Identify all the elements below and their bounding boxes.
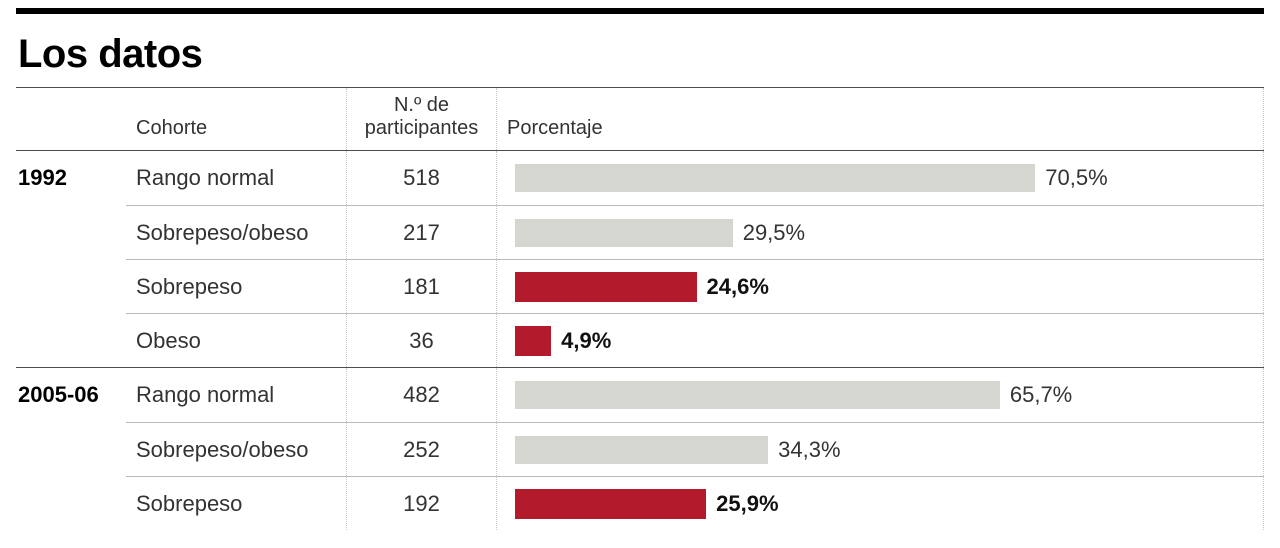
cell-n: 518 [346, 151, 496, 205]
table-row: Obeso36 4,9% [126, 313, 1264, 367]
bar-highlight [515, 489, 706, 519]
bar-neutral [515, 219, 733, 247]
col-header-pct: Porcentaje [496, 88, 1264, 150]
bar-label: 25,9% [716, 491, 778, 517]
col-header-cohort: Cohorte [126, 88, 346, 150]
bar-label: 29,5% [743, 220, 805, 246]
bar-neutral [515, 381, 1000, 409]
top-rule [16, 8, 1264, 14]
year-label: 2005-06 [16, 368, 126, 530]
page-title: Los datos [18, 32, 1280, 77]
col-header-year [16, 88, 126, 150]
table-body: 1992Rango normal51870,5%Sobrepeso/obeso2… [16, 150, 1264, 530]
bar-holder: 29,5% [515, 206, 1253, 259]
cell-pct: 4,9% [496, 313, 1264, 367]
bar-label: 65,7% [1010, 382, 1072, 408]
bar-neutral [515, 164, 1035, 192]
bar-holder: 34,3% [515, 423, 1253, 476]
bar-holder: 24,6% [515, 260, 1253, 313]
table-row: Sobrepeso181 24,6% [126, 259, 1264, 313]
cell-cohort: Sobrepeso/obeso [126, 422, 346, 476]
cell-cohort: Obeso [126, 313, 346, 367]
year-group: 1992Rango normal51870,5%Sobrepeso/obeso2… [16, 150, 1264, 367]
table-row: Sobrepeso192 25,9% [126, 476, 1264, 530]
cell-pct: 70,5% [496, 151, 1264, 205]
table-row: Sobrepeso/obeso217 29,5% [126, 205, 1264, 259]
table-row: Rango normal482 65,7% [126, 368, 1264, 422]
cell-cohort: Rango normal [126, 151, 346, 205]
cell-cohort: Sobrepeso [126, 259, 346, 313]
col-header-cohort-label: Cohorte [136, 117, 207, 140]
col-header-n: N.º departicipantes [346, 88, 496, 150]
cell-cohort: Sobrepeso/obeso [126, 205, 346, 259]
cell-cohort: Rango normal [126, 368, 346, 422]
table-header: Cohorte N.º departicipantes Porcentaje [16, 88, 1264, 150]
group-rows: Rango normal482 65,7% Sobrepeso/obeso252 34… [126, 368, 1264, 530]
bar-highlight [515, 272, 697, 302]
cell-cohort: Sobrepeso [126, 476, 346, 530]
cell-pct: 65,7% [496, 368, 1264, 422]
cell-n: 181 [346, 259, 496, 313]
cell-n: 192 [346, 476, 496, 530]
table-row: Sobrepeso/obeso252 34,3% [126, 422, 1264, 476]
bar-holder: 70,5% [515, 151, 1253, 205]
bar-highlight [515, 326, 551, 356]
cell-n: 217 [346, 205, 496, 259]
year-group: 2005-06Rango normal482 65,7% Sobrepeso/obe… [16, 367, 1264, 530]
col-header-n-label: N.º departicipantes [365, 94, 478, 140]
cell-pct: 24,6% [496, 259, 1264, 313]
bar-neutral [515, 436, 768, 464]
bar-label: 70,5% [1045, 165, 1107, 191]
bar-label: 4,9% [561, 328, 611, 354]
bar-holder: 65,7% [515, 368, 1253, 422]
group-rows: Rango normal518 70,5% Sobrepeso/obeso217 29… [126, 151, 1264, 367]
bar-label: 24,6% [707, 274, 769, 300]
cell-pct: 25,9% [496, 476, 1264, 530]
cell-pct: 29,5% [496, 205, 1264, 259]
data-table: Cohorte N.º departicipantes Porcentaje 1… [16, 87, 1264, 530]
cell-pct: 34,3% [496, 422, 1264, 476]
bar-label: 34,3% [778, 437, 840, 463]
bar-holder: 4,9% [515, 314, 1253, 367]
year-label: 1992 [16, 151, 126, 367]
table-row: Rango normal518 70,5% [126, 151, 1264, 205]
bar-holder: 25,9% [515, 477, 1253, 530]
cell-n: 252 [346, 422, 496, 476]
cell-n: 482 [346, 368, 496, 422]
cell-n: 36 [346, 313, 496, 367]
col-header-pct-label: Porcentaje [507, 117, 603, 140]
